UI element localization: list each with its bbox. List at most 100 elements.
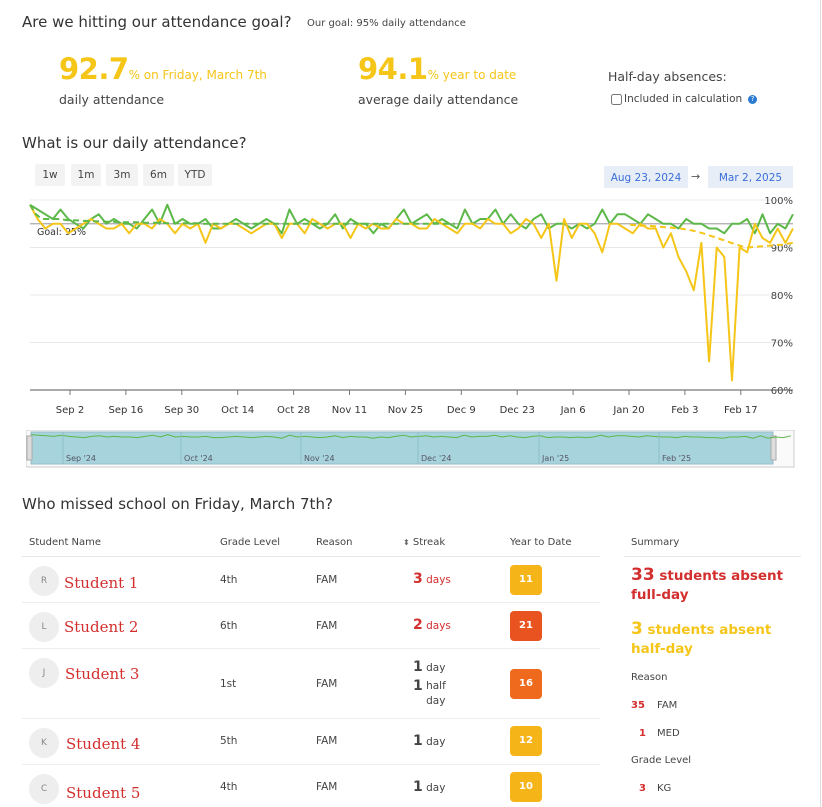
col-grade-level[interactable]: Grade Level (220, 537, 281, 548)
goal-label: Goal: 95% (37, 227, 86, 238)
reason-count: 1 (639, 728, 646, 739)
ytd-attendance-label: average daily attendance (358, 92, 519, 107)
average-trend-line (629, 223, 794, 249)
goal-note: Our goal: 95% daily attendance (307, 18, 466, 29)
ytd-badge: 16 (510, 669, 542, 699)
x-tick-label: Sep 2 (56, 405, 84, 416)
sort-icon: ⬍ (403, 538, 410, 547)
streak-cell: 2 days (413, 617, 451, 633)
half-day-checkbox-label: Included in calculation (624, 93, 743, 105)
date-from-input[interactable]: Aug 23, 2024 (604, 166, 688, 188)
reason-cell: FAM (316, 781, 338, 793)
x-tick-label: Sep 16 (109, 405, 144, 416)
range-1w-button[interactable]: 1w (35, 164, 65, 186)
date-range-arrow: → (691, 170, 701, 183)
y-tick-label: 60% (771, 386, 793, 397)
avatar: K (29, 728, 59, 758)
navigator-handle-right (770, 435, 777, 461)
y-tick-label: 100% (764, 196, 793, 207)
col-reason[interactable]: Reason (316, 537, 353, 548)
daily-attendance-line (29, 204, 794, 382)
x-tick-label: Dec 23 (500, 405, 535, 416)
navigator-month-label: Sep '24 (66, 454, 96, 463)
streak-cell: 1 day (413, 733, 445, 749)
streak-unit: day (426, 736, 446, 748)
half-day-toggle[interactable]: Included in calculation ? (611, 93, 758, 105)
date-to-input[interactable]: Mar 2, 2025 (708, 166, 793, 188)
student-name[interactable]: Student 3 (65, 665, 140, 683)
col-student-name[interactable]: Student Name (29, 537, 102, 548)
navigator-handle-left (26, 435, 33, 461)
navigator-month-label: Feb '25 (662, 454, 691, 463)
y-tick-label: 90% (771, 244, 793, 255)
x-tick-label: Jan 6 (560, 405, 586, 416)
avatar: C (29, 774, 59, 804)
streak-count: 3 (413, 571, 423, 587)
x-tick-label: Dec 9 (447, 405, 476, 416)
x-tick-label: Feb 3 (671, 405, 698, 416)
half-day-checkbox[interactable] (611, 93, 622, 105)
x-tick-label: Sep 30 (164, 405, 199, 416)
daily-attendance-line (29, 203, 794, 235)
summary-divider (624, 556, 801, 557)
summary-reason-title: Reason (631, 672, 668, 683)
navigator-month-label: Jan '25 (541, 454, 569, 463)
reason-cell: FAM (316, 678, 338, 690)
student-name[interactable]: Student 1 (64, 574, 139, 592)
streak-count: 1 (413, 733, 423, 749)
col-year-to-date[interactable]: Year to Date (510, 537, 572, 548)
x-tick-label: Feb 17 (724, 405, 758, 416)
range-6m-button[interactable]: 6m (143, 164, 174, 186)
col-streak[interactable]: ⬍ Streak (403, 537, 445, 548)
range-ytd-button[interactable]: YTD (178, 164, 212, 186)
daily-attendance-suffix: % on Friday, March 7th (128, 68, 267, 82)
reason-cell: FAM (316, 574, 338, 586)
attendance-line-chart: 100% 90% 80% 70% 60% Goal: 95% Sep 2 Sep 16 Sep … (29, 196, 794, 416)
streak-count: 2 (413, 617, 423, 633)
x-tick-label: Nov 11 (332, 405, 367, 416)
range-1m-button[interactable]: 1m (71, 164, 101, 186)
help-icon[interactable]: ? (748, 94, 758, 104)
grade-cell: 1st (220, 678, 237, 690)
grade-cell: 4th (220, 574, 238, 586)
streak-cell: 1 day (413, 779, 445, 795)
half-day-text: students absent half-day (631, 622, 772, 657)
y-tick-label: 70% (771, 339, 793, 350)
page-title: Are we hitting our attendance goal? (22, 13, 292, 31)
ytd-badge: 11 (510, 565, 542, 595)
daily-attendance-value: 92.7 (59, 52, 129, 86)
navigator-month-label: Nov '24 (304, 454, 335, 463)
ytd-attendance-suffix: % year to date (427, 68, 517, 82)
row-divider (22, 764, 600, 765)
streak-unit: day (426, 662, 446, 674)
range-3m-button[interactable]: 3m (106, 164, 138, 186)
summary-half-day: 3 students absent half-day (631, 620, 801, 659)
avatar: L (29, 612, 59, 642)
full-day-count: 33 (631, 565, 655, 585)
grade-cell: 4th (220, 781, 238, 793)
grade-cell: 5th (220, 735, 238, 747)
streak-count: 1 (413, 779, 423, 795)
streak-cell: 1 day 1 half day (413, 658, 456, 709)
reason-count: 35 (631, 700, 645, 711)
col-streak-label: Streak (412, 537, 446, 548)
student-name[interactable]: Student 2 (64, 618, 139, 636)
student-name[interactable]: Student 4 (66, 735, 141, 753)
student-name[interactable]: Student 5 (66, 784, 141, 802)
absences-title: Who missed school on Friday, March 7th? (22, 495, 333, 513)
row-divider (22, 718, 600, 719)
full-day-text: students absent full-day (631, 568, 784, 603)
ytd-badge: 21 (510, 611, 542, 641)
navigator-month-label: Oct '24 (184, 454, 213, 463)
summary-grade-title: Grade Level (631, 755, 692, 766)
row-divider (22, 602, 600, 603)
navigator-selection (30, 431, 774, 465)
x-tick-label: Oct 28 (277, 405, 310, 416)
avatar: R (29, 566, 59, 596)
x-tick-label: Jan 20 (612, 405, 644, 416)
chart-navigator[interactable]: Sep '24 Oct '24 Nov '24 Dec '24 Jan '25 Feb '… (26, 430, 796, 468)
half-streak-count: 1 (413, 678, 423, 694)
average-trend-line (29, 204, 455, 225)
streak-unit: days (426, 620, 451, 632)
x-tick-label: Nov 25 (388, 405, 423, 416)
